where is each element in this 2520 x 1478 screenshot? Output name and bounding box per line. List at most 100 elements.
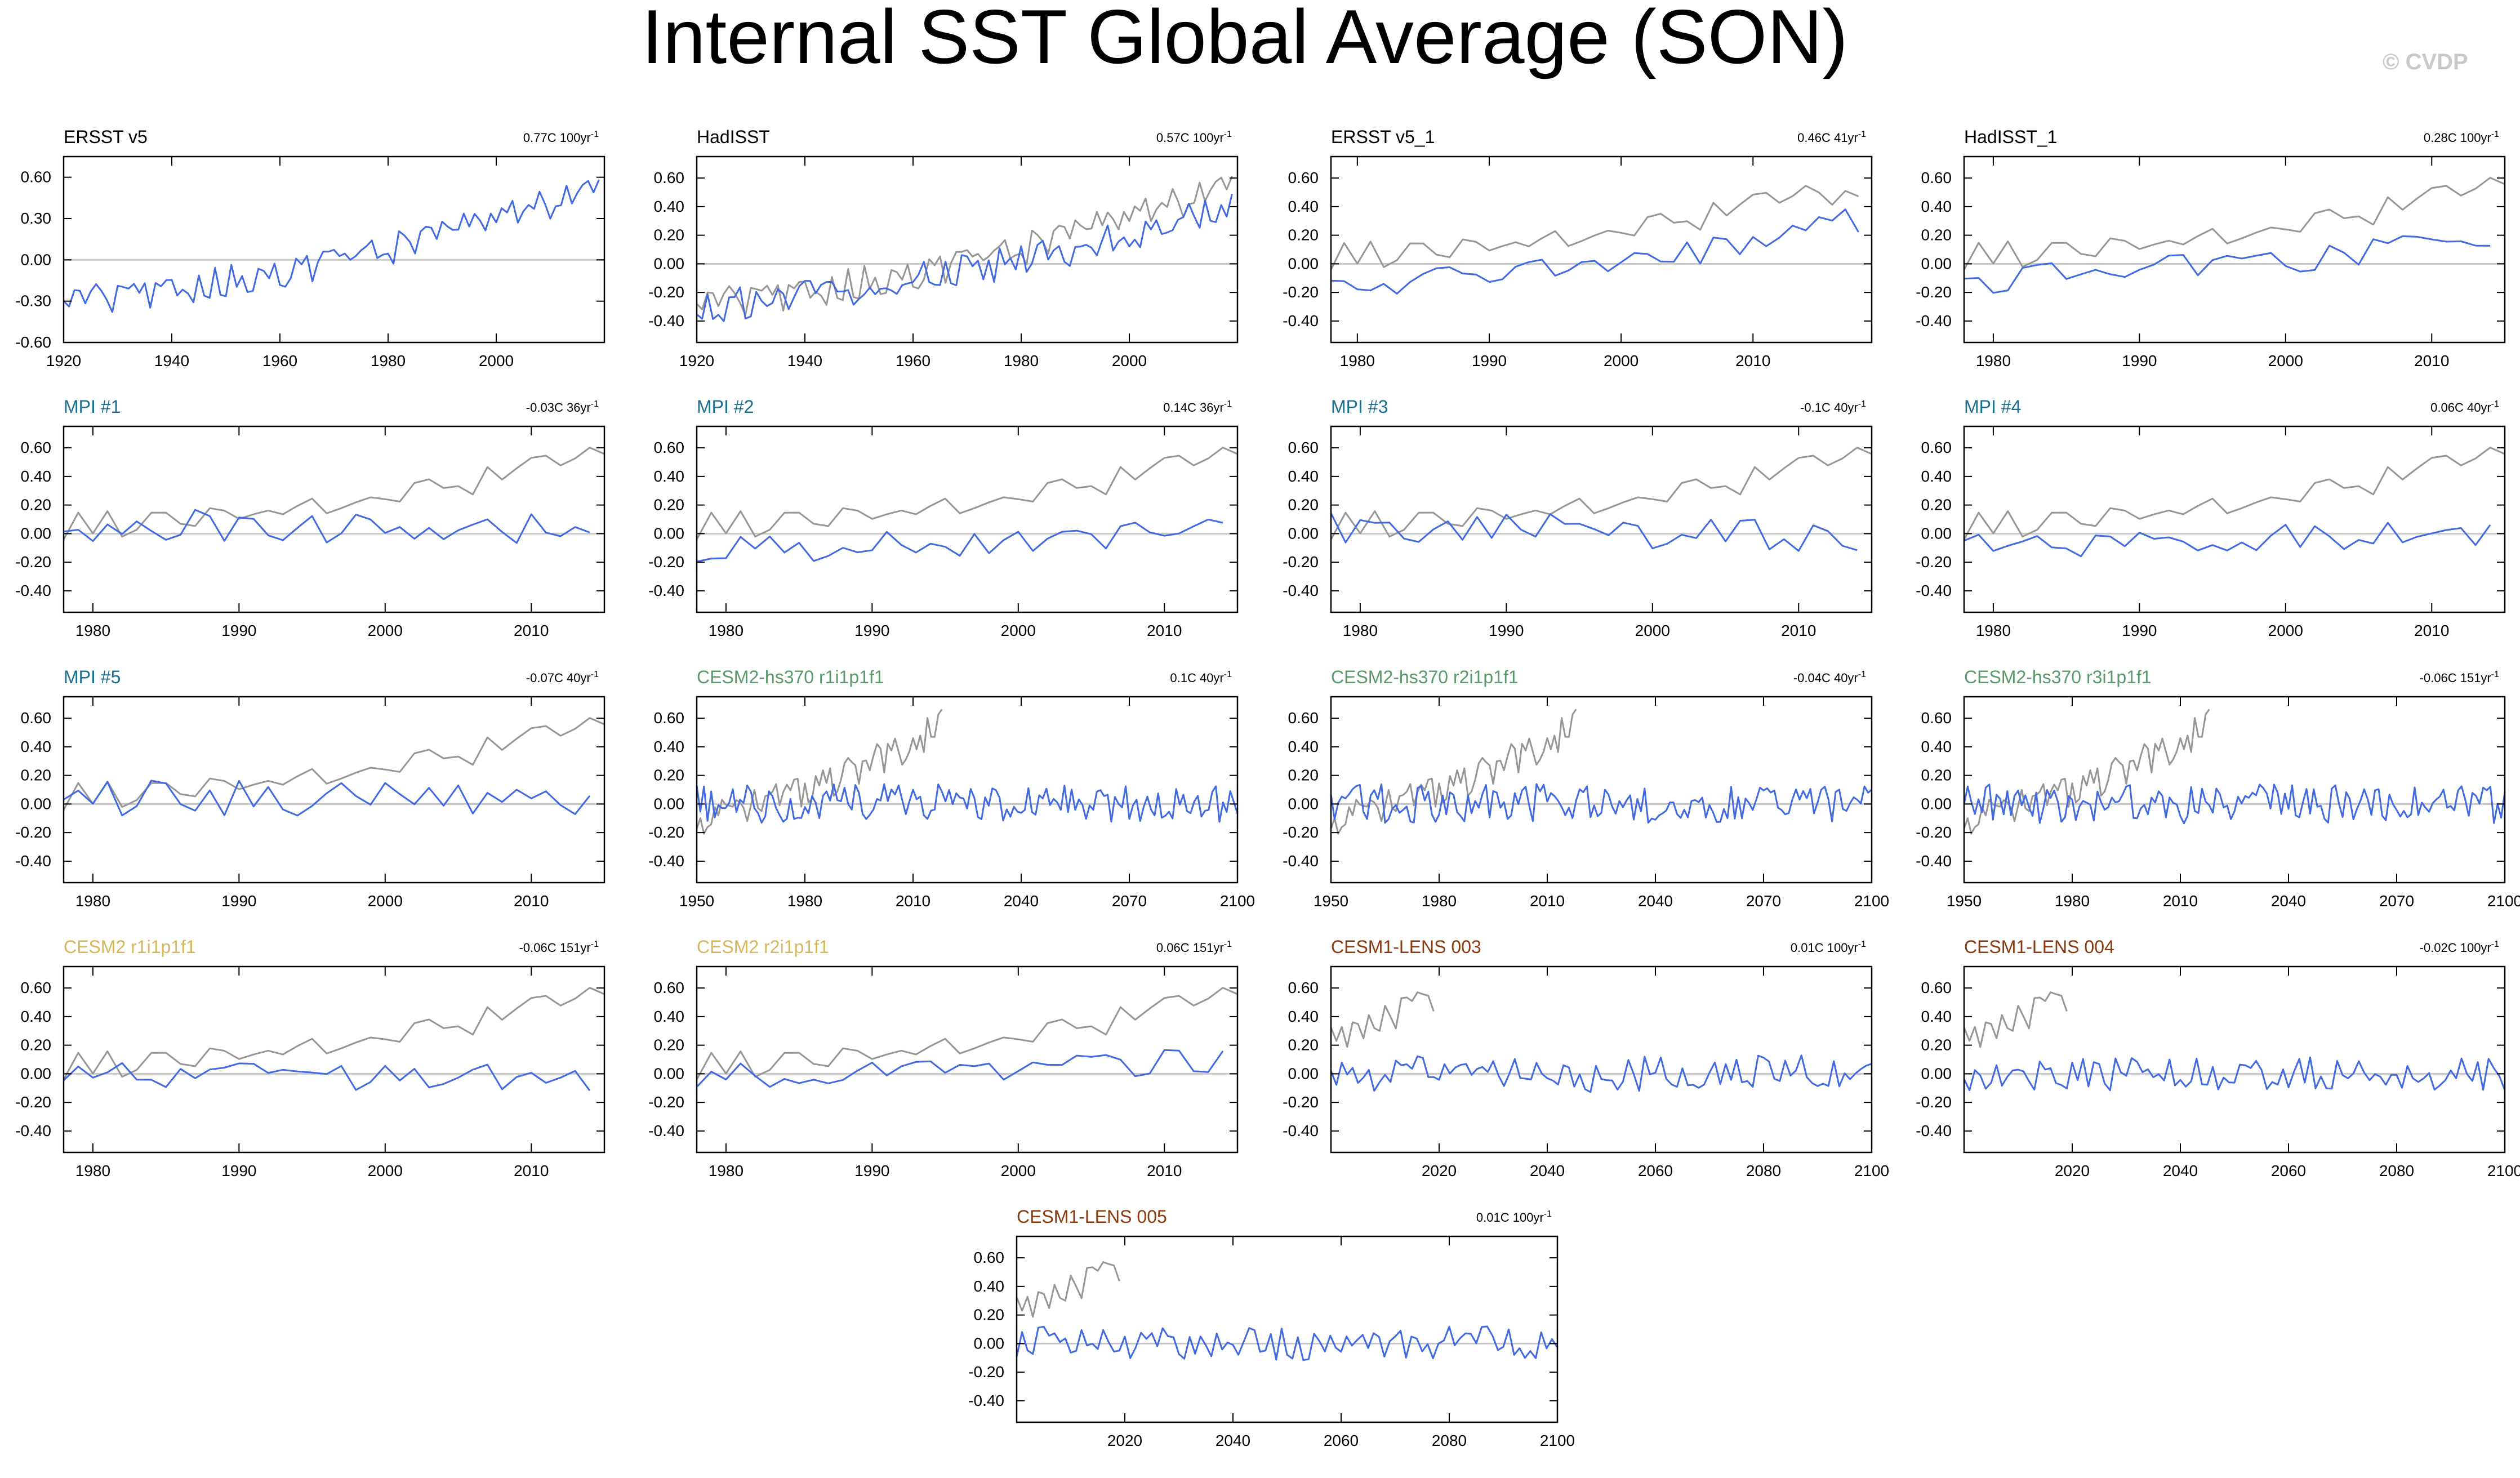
panel-title: ERSST v5 bbox=[64, 127, 148, 147]
model-series-line bbox=[696, 1049, 1224, 1088]
chart-panel-11: CESM2-hs370 r2i1p1f1 -0.04C 40yr-1 0.60 0.4… bbox=[1283, 667, 1889, 910]
y-tick-label: 0.20 bbox=[1921, 1036, 1952, 1054]
x-tick-label: 2010 bbox=[2163, 892, 2198, 910]
y-tick-label: -0.40 bbox=[968, 1392, 1004, 1409]
x-tick-label: 1950 bbox=[679, 892, 714, 910]
x-tick-label: 2070 bbox=[2379, 892, 2414, 910]
x-tick-label: 2010 bbox=[896, 892, 930, 910]
x-tick-label: 2020 bbox=[1422, 1162, 1457, 1179]
x-tick-label: 2000 bbox=[1001, 1162, 1036, 1179]
x-tick-label: 1960 bbox=[896, 352, 930, 370]
plot-frame bbox=[1963, 425, 2506, 613]
x-tick-label: 2060 bbox=[1324, 1432, 1359, 1449]
chart-panel-5: MPI #1 -0.03C 36yr-1 0.60 0.40 0.20 0.00 -0.20… bbox=[15, 397, 605, 639]
y-tick-label: 0.40 bbox=[1921, 198, 1952, 215]
x-tick-label: 1980 bbox=[75, 1162, 110, 1179]
trend-label: -0.1C 40yr-1 bbox=[1800, 399, 1866, 415]
x-tick-label: 2040 bbox=[1004, 892, 1039, 910]
plot-frame bbox=[696, 155, 1239, 344]
x-tick-label: 1980 bbox=[75, 892, 110, 910]
y-tick-label: -0.40 bbox=[648, 582, 684, 599]
plot-frame bbox=[63, 425, 605, 613]
x-tick-label: 2040 bbox=[1216, 1432, 1250, 1449]
obs-series-line bbox=[1016, 1261, 1120, 1318]
trend-label: 0.1C 40yr-1 bbox=[1170, 670, 1232, 685]
model-series-line bbox=[1330, 513, 1858, 552]
trend-label: 0.14C 36yr-1 bbox=[1163, 399, 1232, 415]
x-tick-label: 1950 bbox=[1947, 892, 1982, 910]
model-series-line bbox=[1963, 783, 2506, 825]
x-tick-label: 2100 bbox=[2487, 1162, 2520, 1179]
x-tick-label: 2010 bbox=[2414, 622, 2449, 639]
plot-frame bbox=[1963, 155, 2506, 344]
obs-series-line bbox=[63, 987, 605, 1080]
x-tick-label: 1980 bbox=[1340, 352, 1375, 370]
x-tick-label: 2000 bbox=[368, 622, 403, 639]
y-tick-label: 0.20 bbox=[1921, 496, 1952, 514]
y-tick-label: 0.00 bbox=[654, 795, 685, 812]
panel-title: CESM2 r1i1p1f1 bbox=[64, 937, 196, 957]
y-tick-label: 0.00 bbox=[21, 1065, 52, 1082]
y-tick-label: 0.60 bbox=[1288, 169, 1319, 186]
y-tick-label: 0.00 bbox=[1288, 524, 1319, 542]
trend-label: -0.06C 151yr-1 bbox=[519, 940, 599, 955]
y-tick-label: -0.20 bbox=[648, 823, 684, 841]
y-tick-label: -0.40 bbox=[15, 852, 51, 870]
y-tick-label: -0.40 bbox=[1283, 1122, 1319, 1139]
trend-label: -0.02C 100yr-1 bbox=[2420, 940, 2500, 955]
x-tick-label: 2080 bbox=[1746, 1162, 1781, 1179]
y-tick-label: 0.00 bbox=[974, 1334, 1005, 1352]
model-series-line bbox=[63, 179, 600, 313]
x-tick-label: 2020 bbox=[2055, 1162, 2090, 1179]
panel-title: CESM2-hs370 r1i1p1f1 bbox=[697, 667, 884, 687]
trend-label: 0.06C 151yr-1 bbox=[1156, 940, 1232, 955]
model-series-line bbox=[63, 509, 590, 544]
y-tick-label: -0.20 bbox=[1916, 823, 1952, 841]
x-tick-label: 1960 bbox=[262, 352, 297, 370]
obs-series-line bbox=[1963, 991, 2068, 1048]
x-tick-label: 2060 bbox=[2271, 1162, 2306, 1179]
trend-label: 0.06C 40yr-1 bbox=[2430, 399, 2499, 415]
x-tick-label: 2010 bbox=[1147, 622, 1182, 639]
chart-panel-17: CESM1-LENS 005 0.01C 100yr-1 0.60 0.40 0.20 0… bbox=[968, 1207, 1575, 1449]
panel-title: HadISST_1 bbox=[1964, 127, 2057, 147]
chart-panel-9: MPI #5 -0.07C 40yr-1 0.60 0.40 0.20 0.00 -0.20… bbox=[15, 667, 605, 910]
y-tick-label: 0.40 bbox=[974, 1277, 1005, 1295]
y-tick-label: -0.40 bbox=[1283, 582, 1319, 599]
x-tick-label: 2000 bbox=[1604, 352, 1639, 370]
y-tick-label: 0.20 bbox=[654, 226, 685, 244]
y-tick-label: -0.20 bbox=[15, 553, 51, 571]
y-tick-label: 0.60 bbox=[1921, 439, 1952, 456]
chart-panel-12: CESM2-hs370 r3i1p1f1 -0.06C 151yr-1 0.60 0.… bbox=[1916, 667, 2520, 910]
x-tick-label: 1980 bbox=[1343, 622, 1378, 639]
y-tick-label: 0.60 bbox=[654, 979, 685, 996]
model-series-line bbox=[696, 518, 1223, 563]
plot-frame bbox=[1330, 155, 1873, 344]
x-tick-label: 2080 bbox=[1432, 1432, 1467, 1449]
y-tick-label: 0.20 bbox=[654, 1036, 685, 1054]
x-tick-label: 1980 bbox=[1004, 352, 1039, 370]
plot-frame bbox=[1963, 965, 2506, 1154]
panel-title: MPI #5 bbox=[64, 667, 121, 687]
x-tick-label: 2040 bbox=[1530, 1162, 1565, 1179]
x-tick-label: 1990 bbox=[1472, 352, 1507, 370]
obs-series-line bbox=[1330, 185, 1859, 270]
obs-series-line bbox=[1330, 447, 1872, 540]
obs-series-line bbox=[63, 447, 605, 540]
y-tick-label: 0.00 bbox=[1921, 255, 1952, 272]
x-tick-label: 2000 bbox=[2268, 352, 2303, 370]
y-tick-label: 0.60 bbox=[21, 168, 52, 186]
y-tick-label: 0.00 bbox=[1921, 1065, 1952, 1082]
x-tick-label: 1980 bbox=[1976, 352, 2011, 370]
x-tick-label: 1980 bbox=[1422, 892, 1457, 910]
y-tick-label: -0.20 bbox=[15, 823, 51, 841]
trend-label: 0.01C 100yr-1 bbox=[1791, 940, 1866, 955]
x-tick-label: 2020 bbox=[1107, 1432, 1142, 1449]
x-tick-label: 1940 bbox=[787, 352, 822, 370]
y-tick-label: -0.20 bbox=[648, 1093, 684, 1111]
x-tick-label: 2010 bbox=[514, 892, 549, 910]
y-tick-label: -0.20 bbox=[1283, 823, 1319, 841]
x-tick-label: 2010 bbox=[1735, 352, 1770, 370]
y-tick-label: 0.00 bbox=[654, 1065, 685, 1082]
x-tick-label: 1920 bbox=[679, 352, 714, 370]
